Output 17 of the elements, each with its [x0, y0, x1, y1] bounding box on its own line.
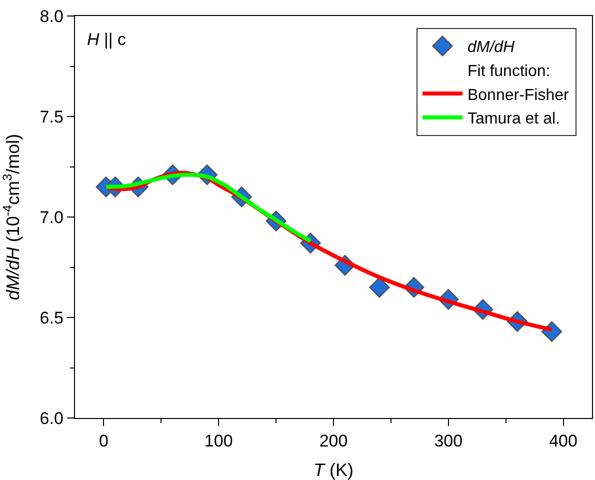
- x-axis-title: T (K): [314, 460, 354, 480]
- x-tick-label: 100: [204, 432, 233, 451]
- legend-label: Bonner-Fisher: [467, 86, 570, 104]
- y-tick-label: 6.0: [40, 408, 64, 428]
- y-tick-label: 8.0: [40, 6, 64, 26]
- y-tick-label: 6.5: [40, 308, 64, 328]
- point: [369, 277, 390, 298]
- y-tick-label: 7.5: [40, 107, 64, 126]
- x-tick-label: 400: [549, 432, 578, 451]
- x-tick-label: 200: [319, 432, 348, 451]
- legend-label: Tamura et al.: [467, 110, 560, 128]
- annotation: H || c: [87, 30, 127, 49]
- annotation: Fit function:: [467, 63, 550, 80]
- legend-label: dM/dH: [467, 39, 516, 56]
- x-tick-label: 0: [98, 432, 108, 451]
- x-tick-label: 300: [434, 432, 463, 451]
- y-tick-label: 7.0: [40, 208, 64, 227]
